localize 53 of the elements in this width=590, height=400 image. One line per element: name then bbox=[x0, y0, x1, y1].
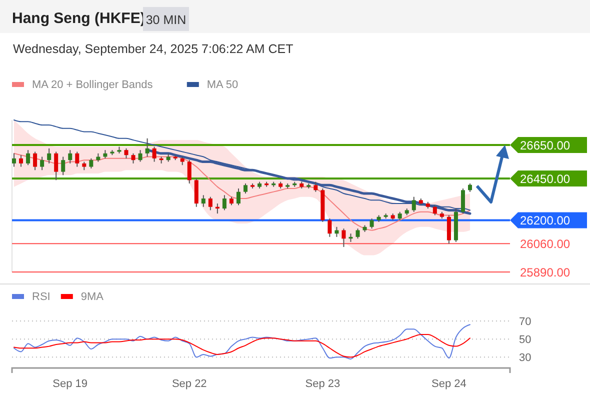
ref-line-label: 26450.00 bbox=[520, 172, 570, 186]
ref-line-label: 26060.00 bbox=[520, 237, 570, 252]
x-tick-label: Sep 22 bbox=[172, 378, 207, 390]
candlestick bbox=[370, 218, 374, 230]
candlestick bbox=[356, 228, 360, 240]
candlestick bbox=[412, 196, 416, 212]
x-tick-label: Sep 24 bbox=[432, 378, 466, 390]
y-tick-label: 50 bbox=[519, 334, 532, 346]
candlestick bbox=[138, 150, 142, 162]
ref-line-label: 25890.00 bbox=[520, 266, 570, 280]
candlestick bbox=[328, 218, 332, 238]
x-tick-label: Sep 19 bbox=[52, 378, 88, 390]
candlestick bbox=[187, 160, 192, 184]
y-tick-label: 70 bbox=[519, 316, 532, 328]
text: 30 MIN bbox=[146, 13, 186, 27]
candlestick bbox=[314, 181, 318, 192]
candlestick bbox=[12, 152, 16, 168]
x-tick-label: Sep 23 bbox=[305, 378, 340, 390]
candlestick bbox=[89, 158, 94, 169]
line-series bbox=[14, 324, 470, 360]
y-tick-label: 30 bbox=[519, 352, 532, 364]
candlestick bbox=[222, 194, 226, 211]
candlestick bbox=[236, 188, 240, 206]
candlestick bbox=[460, 188, 465, 214]
candlestick bbox=[40, 156, 44, 171]
candlestick bbox=[342, 228, 346, 248]
legend-label: RSI bbox=[32, 291, 50, 303]
candlestick bbox=[19, 154, 24, 168]
candlestick bbox=[26, 150, 30, 166]
candlestick bbox=[201, 194, 206, 208]
ref-line-label: 26200.00 bbox=[520, 214, 570, 228]
candlestick bbox=[47, 148, 52, 164]
candlestick bbox=[54, 151, 58, 181]
candlestick bbox=[75, 151, 80, 168]
chart-subtitle: Wednesday, September 24, 2025 7:06:22 AM CET bbox=[13, 42, 294, 56]
candlestick bbox=[61, 156, 66, 176]
candlestick bbox=[432, 204, 437, 216]
candlestick bbox=[334, 226, 339, 238]
candlestick bbox=[33, 151, 38, 171]
legend-label: MA 50 bbox=[206, 79, 238, 91]
candlestick bbox=[152, 146, 156, 162]
line-series bbox=[14, 334, 470, 358]
ref-line-label: 26650.00 bbox=[520, 138, 570, 153]
candlestick bbox=[124, 148, 128, 159]
candlestick bbox=[244, 182, 248, 194]
legend-label: 9MA bbox=[80, 291, 104, 303]
legend-label: MA 20 + Bollinger Bands bbox=[32, 79, 154, 91]
candlestick bbox=[68, 150, 72, 164]
candlestick bbox=[446, 214, 451, 244]
candlestick bbox=[131, 152, 136, 164]
candlestick bbox=[145, 138, 150, 158]
candlestick bbox=[194, 178, 198, 208]
candlestick bbox=[208, 196, 212, 211]
